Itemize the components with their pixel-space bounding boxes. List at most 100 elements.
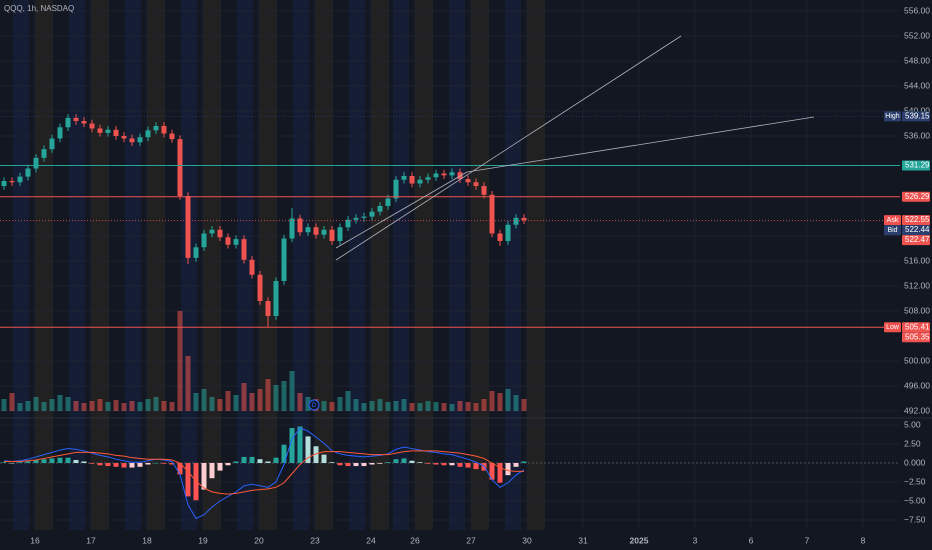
price-badge-label: 522.47 — [905, 235, 930, 244]
premarket-band — [259, 0, 277, 530]
macd-histogram-bar — [417, 462, 423, 463]
volume-bar — [177, 311, 183, 411]
level-name: Low — [886, 324, 900, 331]
candle-body — [65, 117, 71, 128]
macd-histogram-bar — [57, 457, 63, 463]
volume-bar — [409, 403, 415, 411]
macd-histogram-bar — [97, 463, 103, 466]
session-bands — [13, 0, 545, 530]
level-name-badge — [884, 322, 901, 333]
volume-bar — [345, 391, 351, 411]
macd-histogram-bar — [497, 463, 503, 483]
volume-bar — [49, 399, 55, 411]
y-tick-label: 508.00 — [904, 305, 930, 315]
price-badge — [902, 332, 930, 343]
candle-body — [329, 229, 335, 241]
candle-body — [321, 229, 327, 235]
macd-histogram-bar — [153, 463, 159, 464]
premarket-band — [203, 0, 221, 530]
candle-body — [489, 194, 495, 234]
y-tick-label: 516.00 — [904, 255, 930, 265]
premarket-band — [527, 0, 545, 530]
candle-body — [433, 173, 439, 178]
volume-bar — [273, 385, 279, 411]
macd-histogram-bar — [449, 463, 455, 466]
macd-histogram-bar — [49, 458, 55, 463]
y-tick-label: 552.00 — [904, 30, 930, 40]
volume-bar — [361, 403, 367, 411]
y-tick-label: 540.00 — [904, 105, 930, 115]
candle-body — [73, 117, 79, 121]
candle-body — [393, 179, 399, 199]
price-badge — [902, 111, 930, 122]
volume-bar — [481, 399, 487, 411]
candle-body — [121, 136, 127, 139]
macd-histogram-bar — [369, 463, 375, 465]
volume-bar — [65, 397, 71, 411]
macd-histogram-bar — [185, 463, 191, 497]
x-tick-label: 7 — [805, 535, 810, 545]
macd-histogram-bar — [441, 463, 447, 466]
postmarket-band — [293, 0, 309, 530]
candle-body — [97, 128, 103, 133]
candle-body — [145, 130, 151, 138]
volume-bar — [425, 401, 431, 411]
macd-histogram-bar — [321, 454, 327, 463]
postmarket-band — [237, 0, 253, 530]
macd-histogram-bar — [177, 463, 183, 475]
volume-bar — [489, 391, 495, 411]
macd-histogram-bar — [521, 461, 527, 463]
macd-histogram-bar — [345, 463, 351, 467]
premarket-band — [415, 0, 433, 530]
postmarket-band — [505, 0, 521, 530]
volume-bar — [233, 395, 239, 411]
candle-body — [1, 181, 7, 186]
macd-histogram-bar — [113, 463, 119, 467]
macd-histogram-bar — [33, 459, 39, 463]
candle-body — [441, 173, 447, 176]
macd-tick-label: 5.00 — [904, 419, 921, 429]
price-badge — [902, 215, 930, 226]
volume-bar — [297, 393, 303, 411]
price-badge-label: 505.41 — [905, 322, 930, 331]
macd-histogram-bar — [385, 462, 391, 463]
macd-histogram-bar — [465, 463, 471, 468]
volume-bar — [161, 401, 167, 411]
macd-histogram-bar — [241, 456, 247, 463]
candle-body — [345, 219, 351, 228]
level-name: High — [885, 113, 900, 120]
volume-bar — [209, 397, 215, 411]
volume-bar — [465, 402, 471, 411]
price-axis: 16 17 18 19 20 23 24 26 27 30 31 2025 3 6 7 8 556.00 552.… — [30, 5, 930, 545]
volume-bar — [129, 401, 135, 411]
candle-body — [249, 259, 255, 275]
volume-bar — [153, 397, 159, 411]
volume-bar — [473, 403, 479, 411]
marks: D — [0, 114, 900, 520]
level-name-badge — [884, 111, 901, 122]
postmarket-band — [69, 0, 85, 530]
candle-body — [369, 211, 375, 217]
volume-bar — [241, 383, 247, 411]
candle-body — [49, 138, 55, 150]
macd-histogram-bar — [265, 461, 271, 463]
y-tick-label: 556.00 — [904, 5, 930, 15]
macd-tick-label: 0.000 — [904, 457, 926, 467]
candle-body — [377, 206, 383, 212]
candle-body — [129, 138, 135, 143]
volume-bar — [57, 395, 63, 411]
macd-tick-label: −2.50 — [904, 476, 926, 486]
volume-bar — [377, 399, 383, 411]
volume-bar — [25, 401, 31, 411]
candle-body — [449, 172, 455, 176]
y-tick-label: 500.00 — [904, 355, 930, 365]
y-tick-label: 492.00 — [904, 405, 930, 415]
volume-bar — [225, 391, 231, 411]
macd-histogram-bar — [89, 463, 95, 464]
volume-bar — [137, 402, 143, 411]
candle-body — [361, 216, 367, 218]
macd-histogram-bar — [257, 459, 263, 463]
volume-bar — [41, 402, 47, 411]
